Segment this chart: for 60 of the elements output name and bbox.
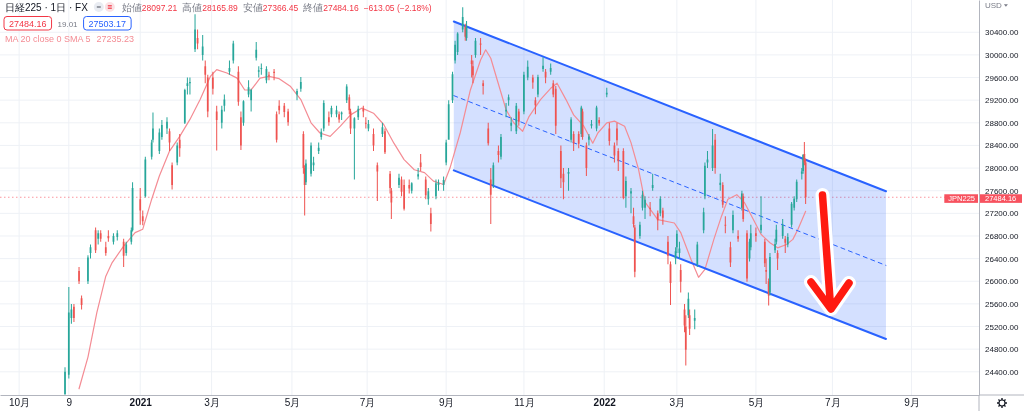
candlestick bbox=[215, 105, 218, 151]
y-tick-label: 29600.00 bbox=[985, 73, 1019, 83]
candlestick bbox=[257, 66, 260, 78]
x-tick-label: 9月 bbox=[904, 397, 920, 409]
x-tick-label: 2022 bbox=[593, 397, 617, 409]
x-tick-label: 9 bbox=[66, 397, 73, 409]
candlestick bbox=[649, 202, 652, 217]
y-tick-label: 28000.00 bbox=[985, 164, 1019, 174]
y-tick-label: 25600.00 bbox=[985, 299, 1019, 309]
line-series bbox=[78, 49, 807, 390]
x-tick-label: 10月 bbox=[9, 397, 31, 409]
annotation: −613.05 (−2.18%) bbox=[363, 2, 432, 13]
y-tick-label: 28400.00 bbox=[985, 141, 1019, 151]
x-tick-label: 2021 bbox=[129, 397, 153, 409]
y-tick-label: 25200.00 bbox=[985, 322, 1019, 332]
y-tick-label: 24400.00 bbox=[985, 367, 1019, 377]
candlestick bbox=[482, 80, 485, 95]
candlestick bbox=[651, 173, 654, 191]
annotation: 27503.17 bbox=[88, 18, 127, 29]
x-tick-label: 11月 bbox=[514, 397, 535, 409]
candlestick bbox=[719, 173, 722, 191]
annotation: 19.01 bbox=[57, 19, 79, 29]
y-tick-label: 27200.00 bbox=[985, 209, 1019, 219]
x-tick-label: 5月 bbox=[748, 397, 765, 409]
candlestick bbox=[737, 230, 739, 242]
y-tick-label: 28800.00 bbox=[985, 118, 1019, 128]
annotation: 始値28097.21 bbox=[121, 1, 178, 13]
candlestick bbox=[417, 168, 420, 180]
y-tick-label: 26000.00 bbox=[985, 277, 1019, 287]
y-tick-label: 26800.00 bbox=[985, 232, 1019, 242]
candlestick bbox=[755, 227, 757, 242]
annotation: 安値27366.45 bbox=[242, 1, 299, 13]
candlestick bbox=[189, 77, 191, 95]
chart-title: 日経225 · 1日 · FX bbox=[5, 1, 89, 13]
candlestick bbox=[260, 63, 263, 75]
x-tick-label: 7月 bbox=[825, 397, 841, 409]
candlestick bbox=[724, 216, 727, 234]
candlestick bbox=[268, 71, 270, 81]
candlestick bbox=[107, 230, 110, 242]
candlestick bbox=[273, 69, 275, 81]
candlestick bbox=[630, 187, 632, 214]
y-tick-label: 30000.00 bbox=[985, 50, 1019, 60]
y-tick-label: 27600.00 bbox=[985, 186, 1019, 196]
x-tick-label: 3月 bbox=[204, 397, 220, 409]
y-axis-title: USD bbox=[985, 1, 1003, 10]
candlestick bbox=[376, 162, 379, 201]
text: MA 20 close 0 SMA 5 bbox=[5, 34, 91, 44]
x-tick-label: 9月 bbox=[438, 397, 455, 409]
y-tick-label: 26400.00 bbox=[985, 254, 1019, 264]
y-tick-label: 30400.00 bbox=[985, 28, 1019, 38]
x-tick-label: 7月 bbox=[359, 397, 376, 409]
y-tick-label: 29200.00 bbox=[985, 96, 1019, 106]
annotation: 高値28165.89 bbox=[182, 1, 238, 13]
annotation: 27235.23 bbox=[96, 34, 135, 44]
annotation: 27484.16 bbox=[9, 18, 47, 29]
x-tick-label: 5月 bbox=[284, 397, 301, 409]
annotation: 終値27484.16 bbox=[302, 1, 359, 13]
x-tick-label: 3月 bbox=[669, 397, 686, 409]
candlestick bbox=[364, 117, 367, 129]
y-tick-label: 24800.00 bbox=[985, 345, 1019, 355]
